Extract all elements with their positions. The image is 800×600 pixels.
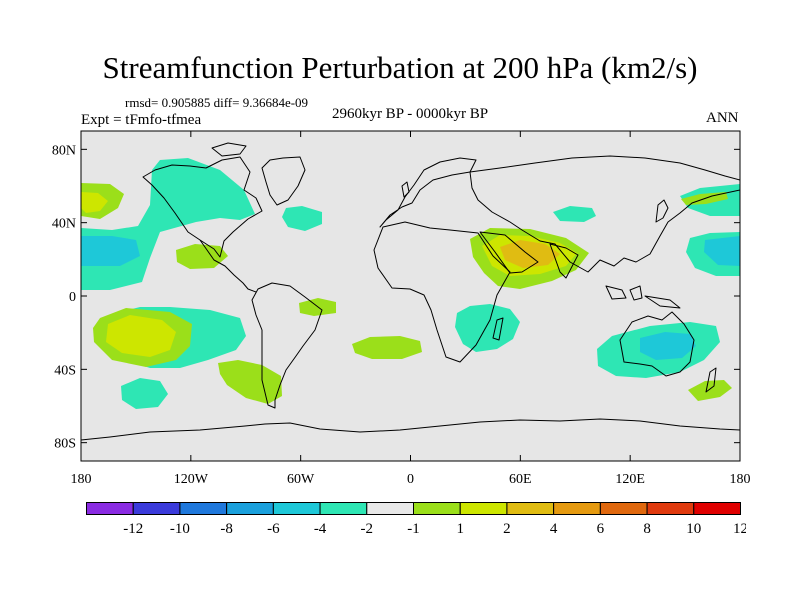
colorbar-box (459, 502, 508, 515)
coast-europe (379, 157, 477, 228)
colorbar-label: 10 (686, 521, 701, 537)
coast-greenland (261, 156, 306, 206)
colorbar-box (86, 502, 134, 515)
contour-region (500, 240, 560, 268)
colorbar-label: -8 (220, 521, 233, 537)
contour-region (688, 380, 732, 401)
colorbar-box (413, 502, 461, 515)
lon-tick-label: 180 (71, 472, 92, 487)
map-plot-area (81, 131, 740, 461)
experiment-label: Expt = tFmfo-tfmea (81, 112, 202, 128)
axis-ticks (80, 131, 741, 461)
coast-arctic-islands (211, 142, 247, 157)
colorbar-box (506, 502, 555, 515)
lon-tick-label: 0 (407, 472, 414, 487)
coast-asia (469, 155, 740, 273)
colorbar-label: -4 (314, 521, 327, 537)
colorbar-box (366, 502, 414, 515)
plot-title: Streamfunction Perturbation at 200 hPa (… (102, 50, 698, 85)
contour-region (640, 332, 696, 360)
colorbar-label: 6 (597, 521, 605, 537)
colorbar-label: 8 (643, 521, 651, 537)
contour-region (455, 304, 520, 352)
lon-tick-label: 60E (509, 472, 532, 487)
colorbar-label: 2 (503, 521, 511, 537)
coast-africa (373, 221, 511, 363)
contour-region (704, 236, 740, 266)
season-label: ANN (706, 110, 739, 126)
colorbar-label: -10 (170, 521, 190, 537)
colorbar-label: 1 (456, 521, 464, 537)
coast-new-zealand (705, 367, 717, 393)
coast-arabia (479, 231, 539, 274)
contour-region (81, 192, 108, 213)
colorbar-box (319, 502, 368, 515)
coast-antarctica (81, 418, 740, 441)
coast-north-america (142, 156, 263, 258)
colorbar-label: -6 (267, 521, 280, 537)
colorbar-box (226, 502, 274, 515)
lat-tick-label: 80N (52, 143, 76, 158)
coast-central-america (199, 239, 257, 293)
colorbar-label: -12 (123, 521, 143, 537)
lat-tick-label: 0 (69, 290, 76, 305)
colorbar-label: 12 (733, 521, 746, 537)
colorbar-box (646, 502, 695, 515)
lat-tick-label: 80S (54, 437, 76, 452)
colorbar-boxes (86, 502, 741, 515)
contour-region (106, 315, 176, 357)
period-label: 2960kyr BP - 0000kyr BP (331, 106, 489, 122)
colorbar-box (132, 502, 181, 515)
colorbar-box (599, 502, 648, 515)
colorbar-label: 4 (550, 521, 558, 537)
coastlines (81, 142, 740, 441)
coast-australia (619, 311, 695, 377)
colorbar-label: -1 (407, 521, 420, 537)
lon-tick-label: 120W (174, 472, 209, 487)
axis-tick-labels: 80N 40N 0 40S 80S 180 120W 60W 0 60E 120E 180 (52, 143, 751, 487)
colorbar-label: -2 (361, 521, 374, 537)
coast-india (549, 243, 579, 279)
contour-region (81, 236, 140, 266)
colorbar: -12 -10 -8 -6 -4 -2 -1 1 2 4 6 8 10 12 (86, 502, 746, 537)
contour-region (121, 378, 168, 409)
coast-south-america (251, 282, 323, 409)
coast-japan (655, 199, 669, 223)
lat-tick-label: 40N (52, 217, 76, 232)
lon-tick-label: 120E (615, 472, 645, 487)
contour-region (553, 206, 596, 222)
lon-tick-label: 180 (730, 472, 751, 487)
contour-region (352, 336, 422, 359)
coast-britain (401, 181, 410, 198)
lat-tick-label: 40S (54, 363, 76, 378)
contour-fields (81, 158, 740, 409)
coast-indonesia (605, 285, 681, 309)
contour-region (218, 360, 282, 404)
colorbar-box (272, 502, 321, 515)
colorbar-box (553, 502, 601, 515)
coast-madagascar (492, 317, 504, 341)
colorbar-box (693, 502, 741, 515)
stats-text: rmsd= 0.905885 diff= 9.36684e-09 (125, 95, 309, 110)
colorbar-labels: -12 -10 -8 -6 -4 -2 -1 1 2 4 6 8 10 12 (123, 521, 746, 537)
contour-region (282, 206, 322, 231)
colorbar-box (179, 502, 228, 515)
lon-tick-label: 60W (287, 472, 315, 487)
